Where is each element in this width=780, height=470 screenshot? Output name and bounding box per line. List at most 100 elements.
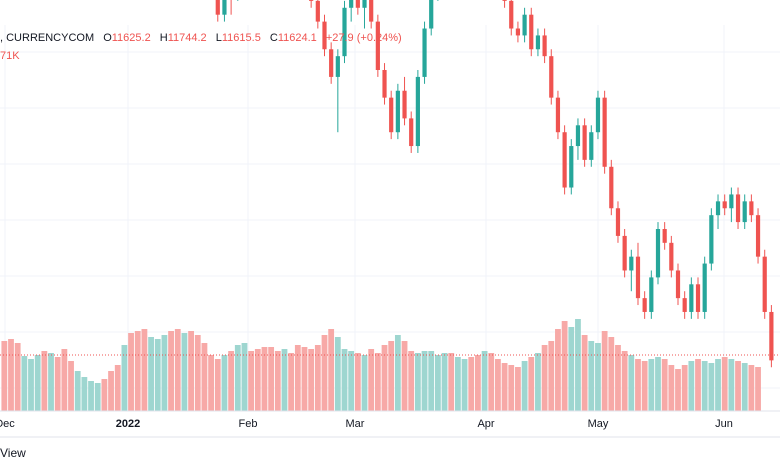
candle-body: [522, 14, 527, 36]
x-tick-label: 2022: [116, 418, 140, 430]
candle-body: [375, 21, 380, 70]
volume-bar: [548, 341, 555, 411]
close-value: 11624.1: [277, 32, 317, 44]
volume-bar: [114, 365, 121, 411]
volume-bar: [334, 337, 341, 411]
volume-bar: [128, 333, 134, 411]
volume-bar: [488, 353, 495, 411]
volume-bars: [1, 319, 761, 411]
volume-bar: [394, 335, 401, 411]
candle-body: [422, 28, 427, 77]
volume-bar: [348, 351, 355, 411]
volume-bar: [561, 321, 568, 411]
candle-body: [755, 215, 761, 257]
volume-bar: [174, 329, 181, 411]
volume-bar: [34, 355, 41, 411]
volume-bar: [588, 341, 595, 411]
candle-body: [582, 125, 587, 160]
volume-bar: [108, 371, 114, 411]
volume-bar: [221, 355, 228, 411]
volume-bar: [121, 345, 128, 411]
candle-body: [709, 215, 714, 264]
volume-bar: [735, 361, 741, 411]
volume-bar: [721, 357, 728, 411]
candle-body: [602, 97, 607, 167]
candle-body: [749, 201, 754, 216]
candlestick-series: [215, 0, 774, 368]
volume-bar: [475, 355, 481, 411]
volume-bar: [254, 349, 261, 411]
volume-bar: [194, 335, 201, 411]
volume-bar: [495, 359, 501, 411]
volume-bar: [755, 367, 761, 411]
volume-bar: [261, 347, 268, 411]
volume-bar: [94, 383, 101, 411]
volume-bar: [708, 363, 715, 411]
candle-body: [402, 90, 407, 119]
candle-body: [382, 70, 387, 98]
volume-bar: [575, 319, 581, 411]
view-link[interactable]: View: [0, 446, 26, 460]
volume-bar: [101, 379, 108, 411]
volume-bar: [434, 355, 441, 411]
candle-body: [362, 0, 367, 8]
symbol-label: , CURRENCYCOM: [0, 32, 95, 44]
candle-body: [315, 0, 320, 22]
volume-bar: [608, 337, 615, 411]
ohlc-legend: , CURRENCYCOM O11625.2 H11744.2 L11615.5…: [0, 32, 402, 44]
volume-bar: [668, 365, 675, 411]
candle-body: [595, 97, 601, 133]
low-label: L: [215, 32, 222, 44]
candle-body: [695, 284, 701, 312]
volume-bar: [648, 359, 655, 411]
candle-body: [329, 49, 334, 77]
volume-bar: [361, 355, 368, 411]
volume-bar: [408, 351, 415, 411]
candle-body: [529, 14, 534, 50]
volume-bar: [535, 353, 541, 411]
candle-body: [662, 229, 667, 243]
volume-bar: [401, 341, 408, 411]
candle-body: [629, 256, 634, 271]
volume-bar: [508, 365, 515, 411]
volume-bar: [374, 353, 381, 411]
volume-bar: [81, 377, 88, 411]
candle-body: [722, 201, 727, 209]
volume-bar: [381, 345, 388, 411]
volume-bar: [288, 353, 295, 411]
candle-body: [309, 0, 314, 1]
volume-legend-value: 71K: [0, 50, 20, 62]
volume-bar: [655, 357, 661, 411]
volume-bar: [228, 351, 235, 411]
volume-bar: [154, 339, 161, 411]
candle-body: [322, 21, 327, 50]
x-tick-label: Dec: [0, 418, 15, 430]
volume-bar: [188, 331, 194, 411]
candle-body: [615, 208, 621, 236]
volume-bar: [675, 369, 681, 411]
volume-bar: [141, 329, 148, 411]
volume-bar: [581, 335, 588, 411]
volume-bar: [521, 361, 528, 411]
volume-bar: [328, 329, 335, 411]
candle-body: [642, 298, 647, 312]
candle-body: [415, 76, 420, 147]
volume-bar: [414, 353, 421, 411]
volume-bar: [168, 331, 174, 411]
volume-bar: [208, 355, 215, 411]
volume-bar: [41, 351, 48, 411]
volume-bar: [681, 365, 688, 411]
low-value: 11615.5: [221, 32, 261, 44]
volume-bar: [428, 351, 435, 411]
candle-body: [729, 194, 734, 209]
volume-bar: [341, 349, 348, 411]
candle-body: [622, 235, 627, 271]
volume-bar: [368, 349, 375, 411]
volume-bar: [21, 356, 28, 411]
volume-bar: [148, 337, 154, 411]
time-axis: Dec 2022 Feb Mar Apr May Jun: [0, 418, 733, 430]
volume-bar: [354, 353, 361, 411]
volume-bar: [61, 349, 68, 411]
volume-bar: [454, 357, 461, 411]
